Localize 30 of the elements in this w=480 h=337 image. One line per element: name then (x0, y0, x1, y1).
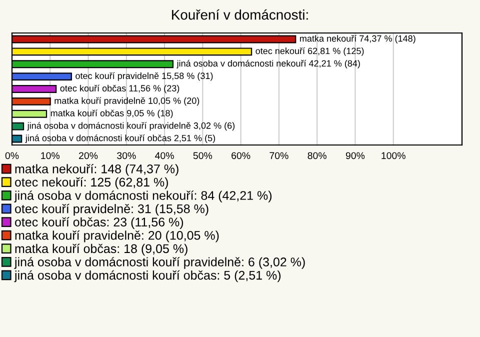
legend-label: otec kouří pravidelně: 31 (15,58 %) (15, 204, 208, 216)
legend-label: jiná osoba v domácnosti kouří pravidelně: 6 (3,02 %) (14, 257, 305, 269)
x-tick-label: 50% (193, 152, 212, 160)
data-label: otec kouří pravidelně 15,58 % (31) (76, 72, 213, 81)
x-tick-label: 60% (232, 152, 250, 160)
x-tick-label: 80% (308, 152, 326, 160)
x-tick-label: 10% (41, 152, 60, 160)
legend-label: matka kouří pravidelně: 20 (10,05 %) (15, 230, 219, 242)
x-tick-label: 40% (155, 152, 174, 160)
data-label: matka kouří občas 9,05 % (18) (50, 110, 173, 118)
data-label: jiná osoba v domácnosti nekouří 42,21 % (84) (176, 60, 360, 68)
legend-label: jiná osoba v domácnosti kouří občas: 5 (2,51 %) (14, 270, 281, 282)
data-label: otec kouří občas 11,56 % (23) (60, 84, 180, 94)
data-label: jiná osoba v domácnosti kouří pravidelně 3,02 % (6) (27, 122, 235, 131)
x-tick-label: 100% (382, 152, 406, 160)
x-tick-label: 0% (5, 152, 19, 160)
x-tick-label: 30% (117, 152, 136, 160)
chart-title: Kouření v domácnosti: (172, 9, 308, 20)
data-label: otec nekouří 62,81 % (125) (256, 47, 364, 56)
legend-label: matka nekouří: 148 (74,37 %) (15, 164, 178, 176)
data-label: jiná osoba v domácnosti kouří občas 2,51 % (5) (25, 134, 216, 144)
data-label: matka kouří pravidelně 10,05 % (20) (54, 97, 200, 106)
x-tick-label: 20% (79, 152, 98, 160)
data-label: matka nekouří 74,37 % (148) (300, 34, 416, 44)
legend-label: otec nekouří: 125 (62,81 %) (15, 177, 168, 190)
x-tick-label: 90% (346, 152, 365, 160)
x-tick-label: 70% (270, 152, 288, 160)
legend-label: matka kouří občas: 18 (9,05 %) (15, 244, 188, 256)
legend-label: jiná osoba v domácnosti nekouří: 84 (42,21 %) (14, 190, 272, 202)
legend-label: otec kouří občas: 23 (11,56 %) (15, 217, 184, 229)
